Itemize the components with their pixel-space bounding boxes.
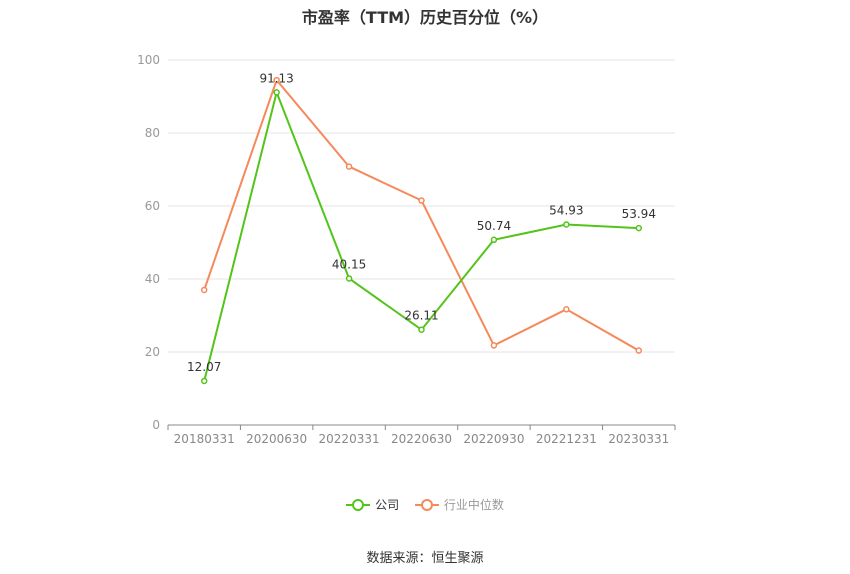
data-point xyxy=(200,286,208,294)
legend-line-icon xyxy=(414,498,439,511)
data-point xyxy=(273,89,280,96)
legend-label-industry: 行业中位数 xyxy=(443,498,504,512)
series-line-company xyxy=(203,89,639,382)
data-label: 50.74 xyxy=(477,219,511,233)
data-point xyxy=(273,76,280,84)
y-tick-label: 20 xyxy=(145,345,160,359)
legend-label-company: 公司 xyxy=(375,498,400,512)
data-point xyxy=(490,236,498,244)
x-tick-label: 20230331 xyxy=(608,432,669,446)
data-point xyxy=(563,221,570,228)
x-tick-label: 20220630 xyxy=(391,432,452,446)
y-tick-label: 60 xyxy=(145,199,160,213)
data-label: 12.07 xyxy=(187,360,221,374)
grid-lines xyxy=(168,59,675,353)
legend-line-icon xyxy=(346,498,371,511)
data-label: 53.94 xyxy=(622,207,656,221)
x-tick-label: 20220331 xyxy=(319,432,380,446)
data-point xyxy=(635,347,643,354)
x-tick-label: 20200630 xyxy=(246,432,307,446)
y-tick-label: 100 xyxy=(137,53,160,67)
legend: 公司 行业中位数 xyxy=(0,496,850,514)
series-lines xyxy=(200,76,643,385)
data-point xyxy=(418,197,425,204)
data-label: 54.93 xyxy=(549,204,583,218)
data-point xyxy=(490,342,498,349)
data-point xyxy=(418,326,425,333)
data-label: 26.11 xyxy=(404,309,438,323)
chart-title: 市盈率（TTM）历史百分位（%） xyxy=(301,8,549,27)
x-tick-label: 20220930 xyxy=(463,432,524,446)
legend-item-company[interactable]: 公司 xyxy=(346,496,399,513)
x-tick-label: 20221231 xyxy=(536,432,597,446)
data-point xyxy=(635,224,643,232)
data-point xyxy=(345,275,353,282)
source-note: 数据来源：恒生聚源 xyxy=(366,551,484,566)
legend-item-industry[interactable]: 行业中位数 xyxy=(414,496,504,513)
data-point xyxy=(200,377,208,385)
axes: 0 20 40 60 80 100 20180331 20200630 20220331 2022… xyxy=(137,53,676,446)
data-label: 91.13 xyxy=(259,71,293,85)
data-label: 40.15 xyxy=(332,257,366,271)
y-tick-label: 40 xyxy=(145,272,160,286)
data-point xyxy=(345,163,353,170)
x-tick-label: 20180331 xyxy=(174,432,235,446)
y-tick-label: 0 xyxy=(152,418,160,432)
data-point xyxy=(563,306,570,313)
data-labels: 12.07 91.13 40.15 26.11 50.74 54.93 53.94 xyxy=(187,71,656,374)
y-tick-label: 80 xyxy=(145,126,160,140)
